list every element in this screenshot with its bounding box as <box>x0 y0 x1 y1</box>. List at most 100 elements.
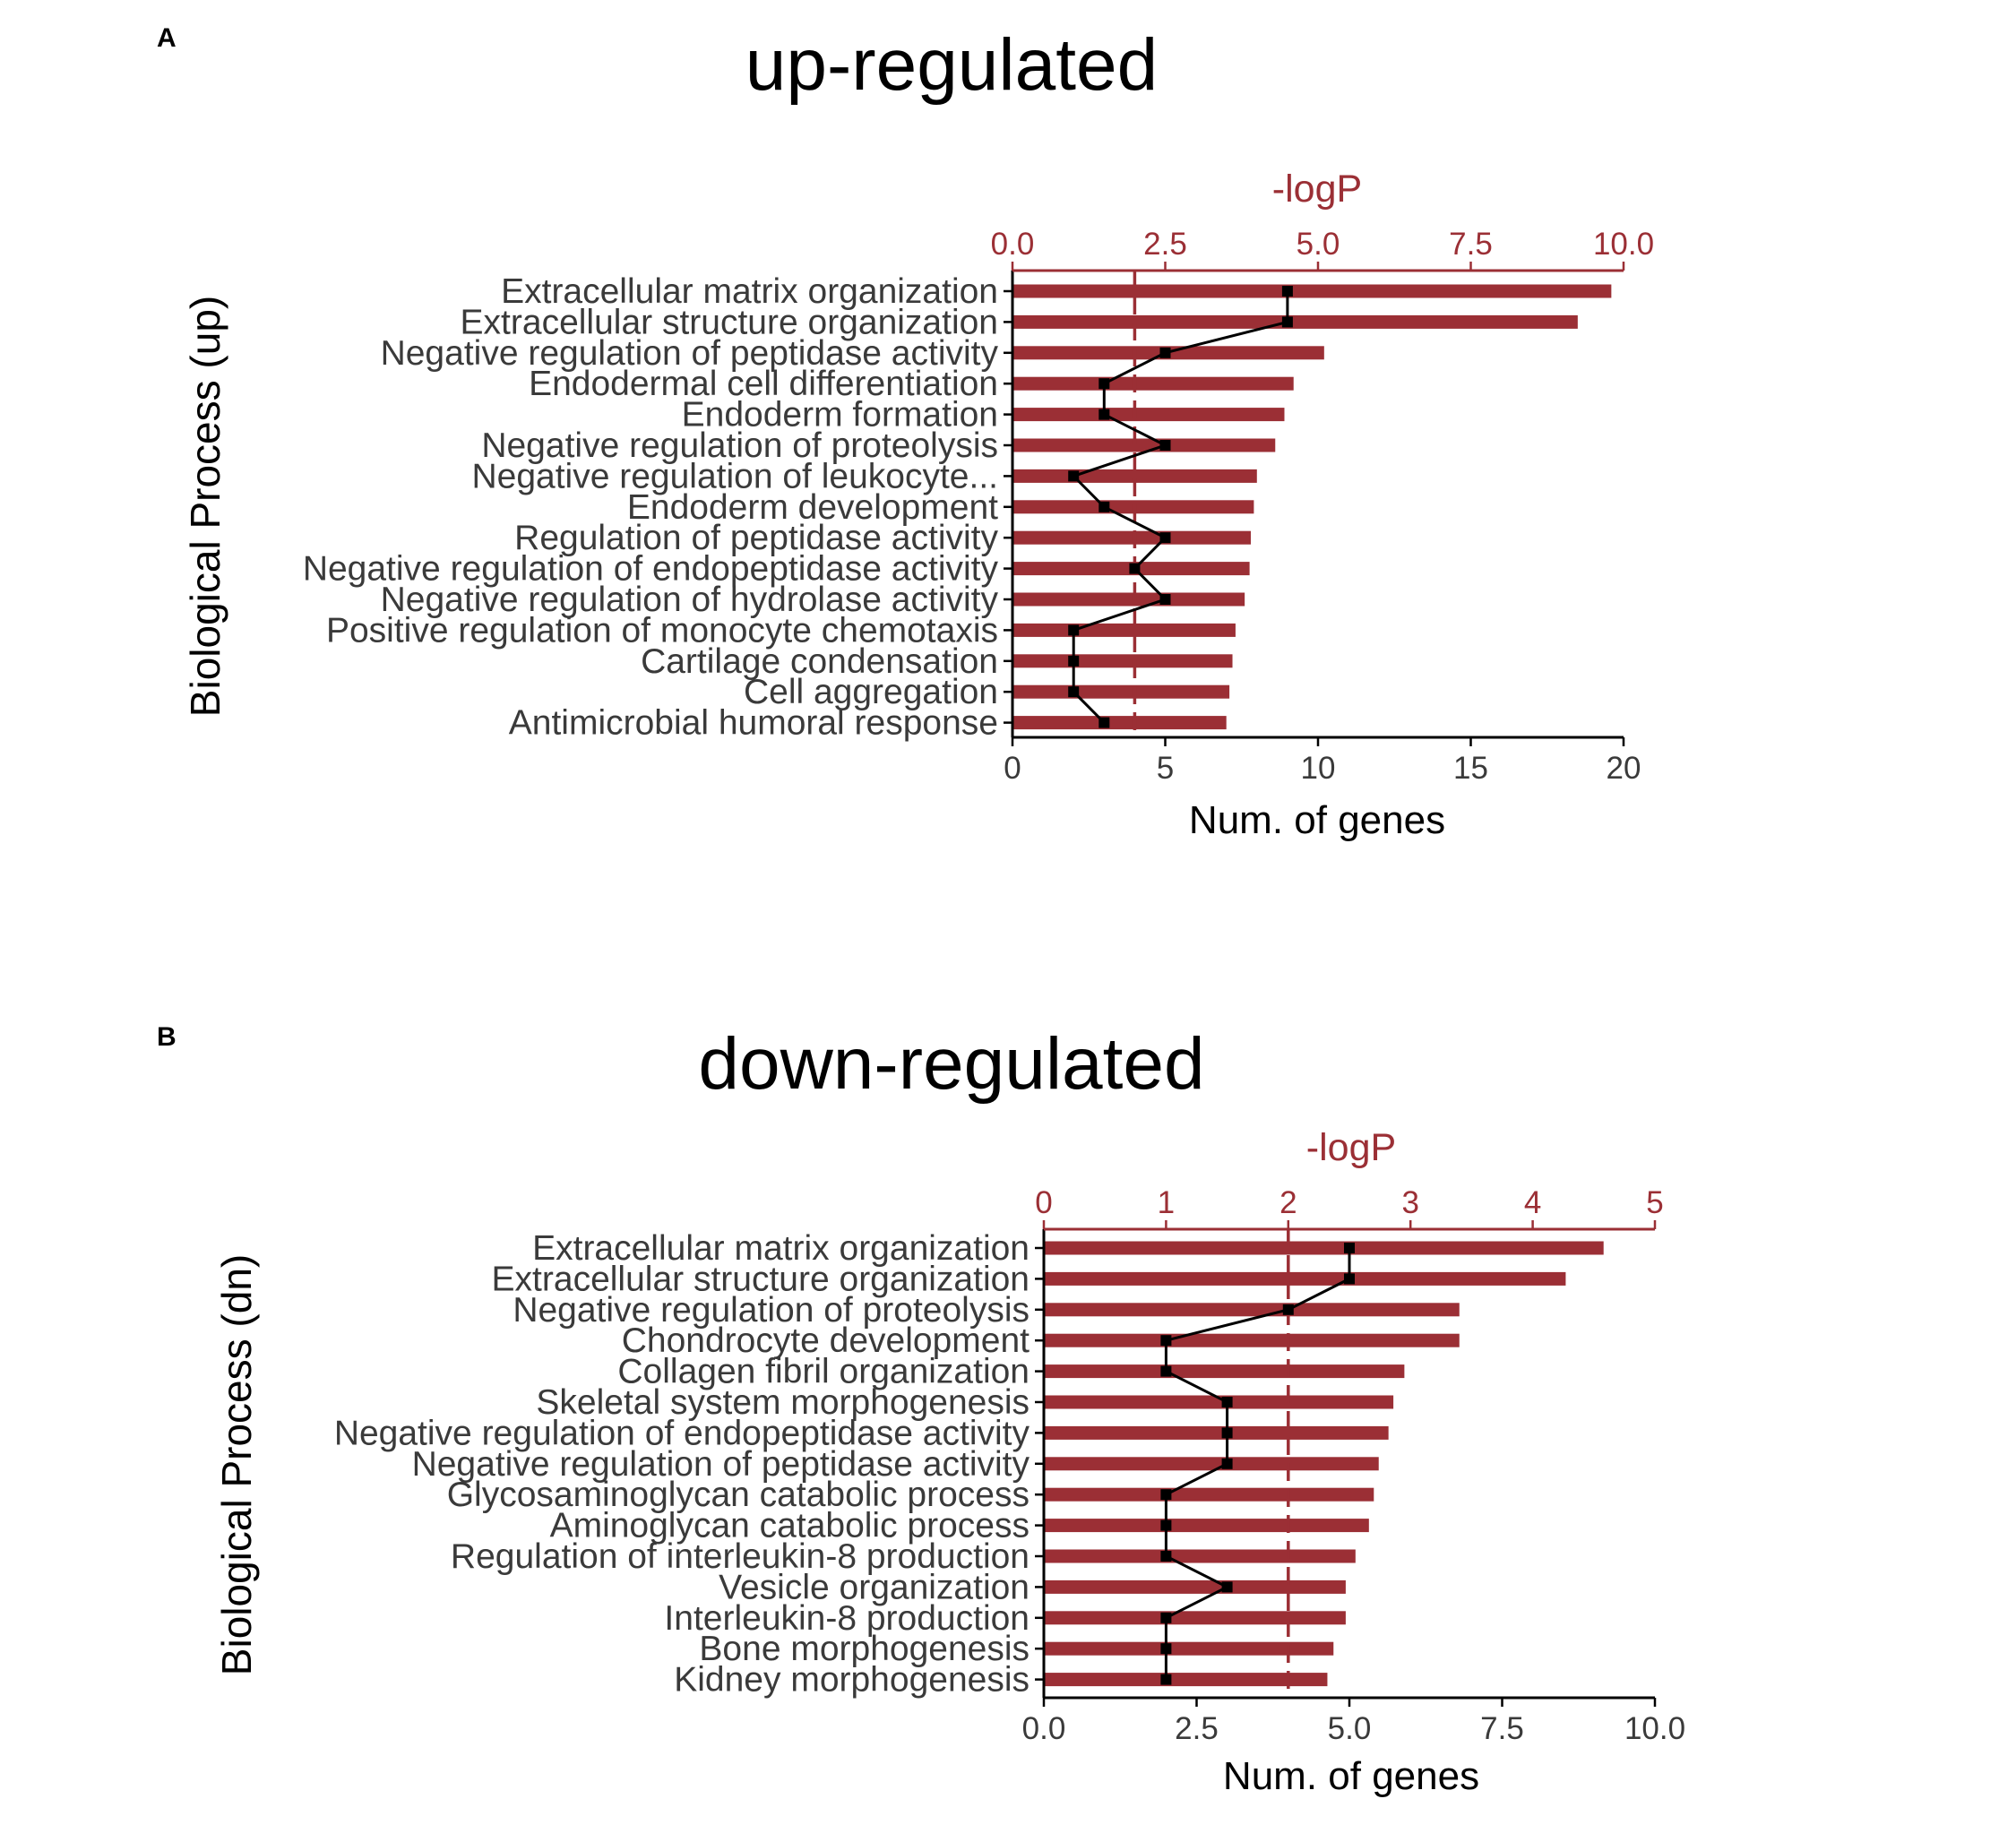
x-tick-label: 5.0 <box>1328 1711 1372 1746</box>
category-label: Negative regulation of leukocyte... <box>471 457 998 495</box>
chart-title: down-regulated <box>698 1023 1204 1105</box>
secondary-tick-label: 10.0 <box>1593 227 1654 262</box>
x-tick-label: 2.5 <box>1175 1711 1219 1746</box>
category-label: Negative regulation of peptidase activit… <box>412 1445 1030 1484</box>
bar <box>1044 1303 1460 1317</box>
gene-count-point <box>1221 1427 1233 1439</box>
gene-count-point <box>1068 686 1080 698</box>
gene-count-point <box>1098 717 1110 728</box>
gene-count-point <box>1281 316 1293 328</box>
x-tick-label: 7.5 <box>1480 1711 1524 1746</box>
gene-count-point <box>1068 624 1080 636</box>
bar <box>1012 623 1236 637</box>
bar <box>1044 1395 1394 1409</box>
bar <box>1012 654 1233 668</box>
gene-count-point <box>1159 347 1171 358</box>
gene-count-point <box>1068 470 1080 482</box>
plot-area: Extracellular matrix organizationExtrace… <box>334 1185 1685 1746</box>
secondary-tick-label: 0 <box>1035 1185 1052 1220</box>
panel-a: A up-regulated -logP Biological Process … <box>157 23 1654 842</box>
secondary-tick-label: 7.5 <box>1449 227 1493 262</box>
gene-count-point <box>1160 1612 1172 1623</box>
category-label: Vesicle organization <box>719 1568 1030 1606</box>
category-label: Regulation of peptidase activity <box>514 519 998 557</box>
category-label: Extracellular matrix organization <box>501 272 998 311</box>
bar <box>1044 1579 1346 1594</box>
x-axis-label: Num. of genes <box>1223 1754 1479 1798</box>
gene-count-point <box>1344 1273 1355 1285</box>
category-label: Chondrocyte development <box>622 1321 1030 1360</box>
secondary-axis-title: -logP <box>1272 168 1362 211</box>
bar <box>1012 438 1276 452</box>
y-axis-label: Biological Process (dn) <box>213 1254 260 1675</box>
gene-count-point <box>1160 1489 1172 1501</box>
category-label: Extracellular structure organization <box>461 303 998 341</box>
secondary-tick-label: 5 <box>1646 1185 1663 1220</box>
secondary-tick-label: 3 <box>1401 1185 1418 1220</box>
bar <box>1012 408 1285 422</box>
gene-count-point <box>1098 501 1110 512</box>
category-label: Kidney morphogenesis <box>674 1661 1030 1700</box>
category-label: Cartilage condensation <box>641 642 998 681</box>
bar <box>1012 376 1294 391</box>
category-label: Negative regulation of peptidase activit… <box>381 334 999 373</box>
category-label: Negative regulation of hydrolase activit… <box>381 581 999 619</box>
bar <box>1012 314 1578 329</box>
secondary-tick-label: 2.5 <box>1143 227 1187 262</box>
x-tick-label: 10.0 <box>1624 1711 1685 1746</box>
bar <box>1044 1611 1346 1625</box>
bar <box>1012 530 1251 545</box>
gene-count-point <box>1159 440 1171 451</box>
bar <box>1012 284 1612 298</box>
bar <box>1044 1519 1369 1533</box>
category-label: Glycosaminoglycan catabolic process <box>447 1476 1030 1514</box>
category-label: Bone morphogenesis <box>699 1630 1030 1668</box>
bar <box>1044 1333 1460 1347</box>
x-tick-label: 5 <box>1157 751 1174 786</box>
bar <box>1044 1673 1328 1687</box>
gene-count-point <box>1159 532 1171 544</box>
gene-count-point <box>1160 1551 1172 1562</box>
category-label: Regulation of interleukin-8 production <box>451 1537 1030 1576</box>
gene-count-point <box>1068 655 1080 667</box>
bar <box>1044 1549 1356 1563</box>
bar <box>1044 1241 1604 1255</box>
gene-count-point <box>1160 1335 1172 1347</box>
gene-count-point <box>1281 286 1293 297</box>
secondary-tick-label: 2 <box>1279 1185 1297 1220</box>
gene-count-point <box>1282 1304 1294 1315</box>
category-label: Negative regulation of endopeptidase act… <box>334 1414 1030 1452</box>
x-tick-label: 20 <box>1607 751 1641 786</box>
gene-count-point <box>1098 409 1110 420</box>
secondary-tick-label: 0.0 <box>991 227 1035 262</box>
category-label: Endoderm development <box>627 488 998 527</box>
x-tick-label: 0 <box>1004 751 1021 786</box>
gene-count-point <box>1221 1458 1233 1469</box>
gene-count-point <box>1221 1397 1233 1407</box>
gene-count-point <box>1129 563 1141 574</box>
x-axis-label: Num. of genes <box>1189 798 1445 842</box>
bar <box>1044 1457 1379 1471</box>
bar <box>1044 1487 1374 1502</box>
category-label: Endodermal cell differentiation <box>529 365 998 403</box>
chart-title: up-regulated <box>745 24 1158 106</box>
gene-count-point <box>1160 1519 1172 1531</box>
gene-count-point <box>1160 1643 1172 1655</box>
category-label: Collagen fibril organization <box>617 1353 1030 1391</box>
panel-label: B <box>157 1022 177 1052</box>
category-label: Negative regulation of proteolysis <box>513 1291 1030 1330</box>
x-tick-label: 10 <box>1301 751 1336 786</box>
category-label: Aminoglycan catabolic process <box>550 1507 1030 1545</box>
category-label: Extracellular structure organization <box>492 1260 1030 1298</box>
bar <box>1044 1641 1334 1656</box>
gene-count-point <box>1160 1365 1172 1377</box>
category-label: Antimicrobial humoral response <box>509 704 998 743</box>
category-label: Negative regulation of endopeptidase act… <box>303 550 999 589</box>
bar <box>1044 1271 1566 1286</box>
plot-area: Extracellular matrix organizationExtrace… <box>303 227 1654 786</box>
secondary-tick-label: 4 <box>1524 1185 1541 1220</box>
gene-count-point <box>1344 1243 1355 1253</box>
bar <box>1012 716 1227 730</box>
category-label: Endoderm formation <box>682 396 998 435</box>
